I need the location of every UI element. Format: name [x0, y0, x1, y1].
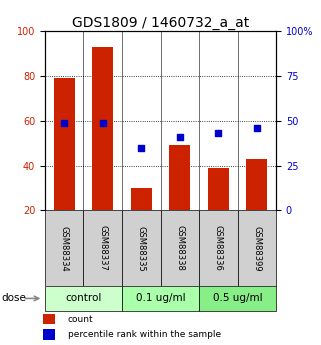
Bar — [43, 329, 55, 340]
Point — [100, 120, 105, 125]
Bar — [160, 210, 199, 286]
Bar — [199, 286, 276, 310]
Bar — [92, 47, 113, 210]
Bar — [131, 188, 152, 210]
Text: GSM88335: GSM88335 — [137, 226, 146, 271]
Bar — [83, 210, 122, 286]
Text: GSM88338: GSM88338 — [175, 226, 184, 271]
Point — [139, 145, 144, 150]
Text: GSM88336: GSM88336 — [214, 226, 223, 271]
Bar — [169, 146, 190, 210]
Text: percentile rank within the sample: percentile rank within the sample — [68, 330, 221, 339]
Point — [216, 130, 221, 136]
Bar — [54, 78, 75, 210]
Bar — [208, 168, 229, 210]
Bar — [45, 210, 83, 286]
Text: GSM88334: GSM88334 — [60, 226, 69, 271]
Bar — [238, 210, 276, 286]
Text: control: control — [65, 294, 102, 303]
Point — [254, 125, 259, 131]
Text: GSM88337: GSM88337 — [98, 226, 107, 271]
Point — [177, 134, 182, 140]
Bar — [122, 286, 199, 310]
Bar — [199, 210, 238, 286]
Text: count: count — [68, 315, 93, 324]
Bar — [45, 286, 122, 310]
Title: GDS1809 / 1460732_a_at: GDS1809 / 1460732_a_at — [72, 16, 249, 30]
Text: dose: dose — [2, 294, 26, 303]
Bar — [122, 210, 160, 286]
Point — [62, 120, 67, 125]
Bar — [246, 159, 267, 210]
Bar — [43, 314, 55, 324]
Text: 0.5 ug/ml: 0.5 ug/ml — [213, 294, 262, 303]
Text: GSM88399: GSM88399 — [252, 226, 261, 271]
Text: 0.1 ug/ml: 0.1 ug/ml — [136, 294, 185, 303]
